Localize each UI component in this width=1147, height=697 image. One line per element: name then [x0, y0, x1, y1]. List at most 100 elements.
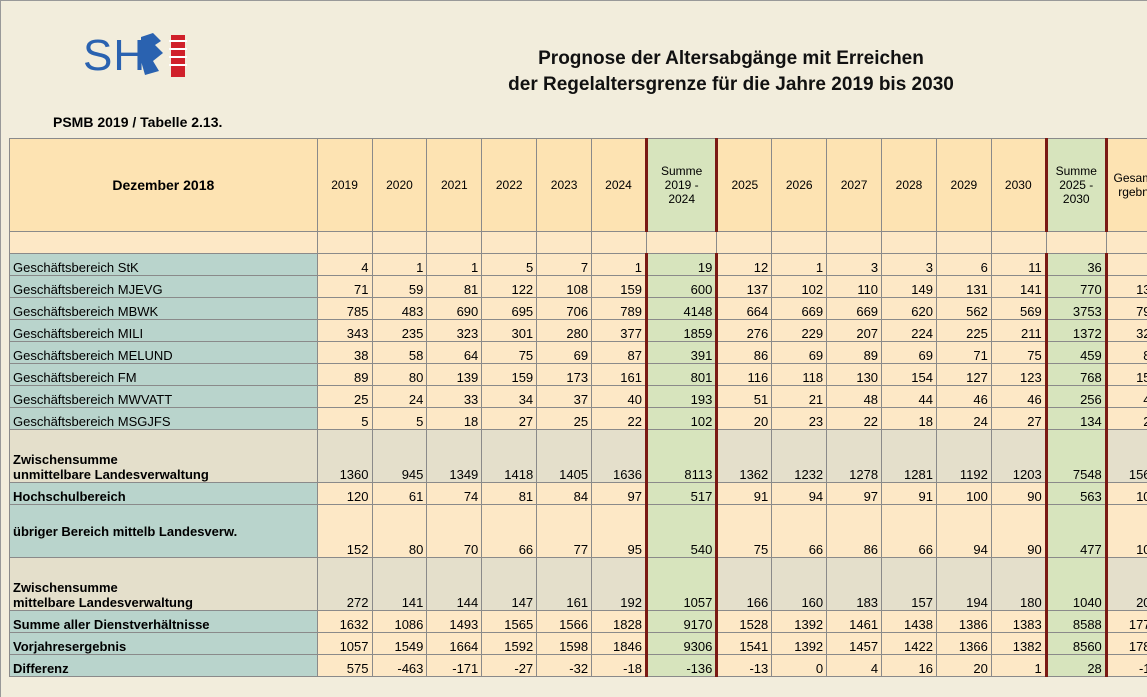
row-label: Hochschulbereich: [9, 482, 318, 505]
table-row: Zwischensumme mittelbare Landesverwaltun…: [9, 557, 1147, 611]
cell: 323: [426, 319, 483, 342]
cell: 1281: [881, 429, 937, 483]
cell: 40: [591, 385, 647, 408]
cell: 1360: [316, 429, 373, 483]
cell: 22: [826, 407, 883, 430]
cell: 159: [481, 363, 538, 386]
cell: 137: [716, 275, 773, 298]
cell: 7901: [1105, 297, 1147, 320]
header-row: Dezember 2018 2019 2020 2021 2022 2023 2024 Sum…: [9, 138, 1147, 232]
cell: 102: [644, 407, 719, 430]
cell: 118: [771, 363, 828, 386]
cell: 789: [591, 297, 647, 320]
cell: 4: [826, 654, 883, 677]
cell: 34: [481, 385, 538, 408]
table-row: Geschäftsbereich MWVATT 25 24 33 34 37 40 193 51…: [9, 385, 1147, 408]
cell: 8588: [1044, 610, 1108, 633]
cell: 80: [371, 363, 428, 386]
cell: 1598: [536, 632, 593, 655]
cell: 1528: [716, 610, 773, 633]
cell: 377: [591, 319, 647, 342]
cell: 563: [1044, 482, 1108, 505]
gap-cell: [1105, 231, 1147, 254]
cell: 1664: [426, 632, 483, 655]
cell: 20: [935, 654, 992, 677]
cell: 7: [536, 253, 593, 276]
cell: 391: [644, 341, 719, 364]
row-label: Geschäftsbereich MBWK: [9, 297, 318, 320]
cell: 945: [371, 429, 428, 483]
gap-cell: [536, 231, 593, 254]
cell: 343: [316, 319, 373, 342]
cell: 1057: [316, 632, 373, 655]
cell: 8113: [644, 429, 719, 483]
cell: 256: [1044, 385, 1108, 408]
cell: 695: [481, 297, 538, 320]
cell: 141: [990, 275, 1047, 298]
cell: 24: [371, 385, 428, 408]
cell: 1549: [371, 632, 428, 655]
cell: 1457: [826, 632, 883, 655]
cell: 97: [591, 482, 647, 505]
gap-cell: [716, 231, 773, 254]
cell: 1080: [1105, 482, 1147, 505]
table-row: Geschäftsbereich StK41157119121336113655: [9, 253, 1147, 276]
cell: 1592: [481, 632, 538, 655]
cell: 276: [716, 319, 773, 342]
cell: 664: [716, 297, 773, 320]
cell: 785: [316, 297, 373, 320]
cell: 81: [481, 482, 538, 505]
cell: 71: [316, 275, 373, 298]
cell: 84: [536, 482, 593, 505]
cell: 183: [826, 557, 883, 611]
row-label: Summe aller Dienstverhältnisse: [9, 610, 318, 633]
cell: 51: [716, 385, 773, 408]
cell: 87: [591, 341, 647, 364]
cell: 86: [716, 341, 773, 364]
cell: 706: [536, 297, 593, 320]
cell: 139: [426, 363, 483, 386]
cell: 75: [990, 341, 1047, 364]
cell: 122: [481, 275, 538, 298]
cell: 600: [644, 275, 719, 298]
cell: 9170: [644, 610, 719, 633]
cell: 301: [481, 319, 538, 342]
cell: 211: [990, 319, 1047, 342]
cell: 157: [881, 557, 937, 611]
column-header: 2025: [716, 138, 773, 232]
column-header: 2023: [536, 138, 593, 232]
cell: 130: [826, 363, 883, 386]
cell: 28: [1044, 654, 1108, 677]
corner-header: Dezember 2018: [9, 138, 318, 232]
cell: 801: [644, 363, 719, 386]
gap-cell: [481, 231, 538, 254]
cell: 70: [426, 504, 483, 558]
cell: 131: [935, 275, 992, 298]
cell: 95: [591, 504, 647, 558]
row-label: Geschäftsbereich StK: [9, 253, 318, 276]
table-row: Geschäftsbereich FM 89 80 139 159 173 161 801 11…: [9, 363, 1147, 386]
row-label: Differenz: [9, 654, 318, 677]
cell: 1: [426, 253, 483, 276]
cell: 1392: [771, 632, 828, 655]
cell: 71: [935, 341, 992, 364]
cell: 55: [1105, 253, 1147, 276]
logo: [141, 33, 187, 77]
cell: 25: [316, 385, 373, 408]
cell: 25: [536, 407, 593, 430]
cell: 1418: [481, 429, 538, 483]
cell: 3231: [1105, 319, 1147, 342]
cell: 1232: [771, 429, 828, 483]
cell: 3: [881, 253, 937, 276]
row-label: Zwischensumme unmittelbare Landesverwalt…: [9, 429, 318, 483]
table-row: Geschäftsbereich MBWK 785 483 690 695 706 789 4…: [9, 297, 1147, 320]
cell: 89: [826, 341, 883, 364]
cell: 5: [371, 407, 428, 430]
table-row: Geschäftsbereich MJEVG 71 59 81 122 108 159 600…: [9, 275, 1147, 298]
cell: 1017: [1105, 504, 1147, 558]
table-row: übriger Bereich mittelb Landesverw. 152 80…: [9, 504, 1147, 558]
cell: 66: [481, 504, 538, 558]
cell: 46: [935, 385, 992, 408]
